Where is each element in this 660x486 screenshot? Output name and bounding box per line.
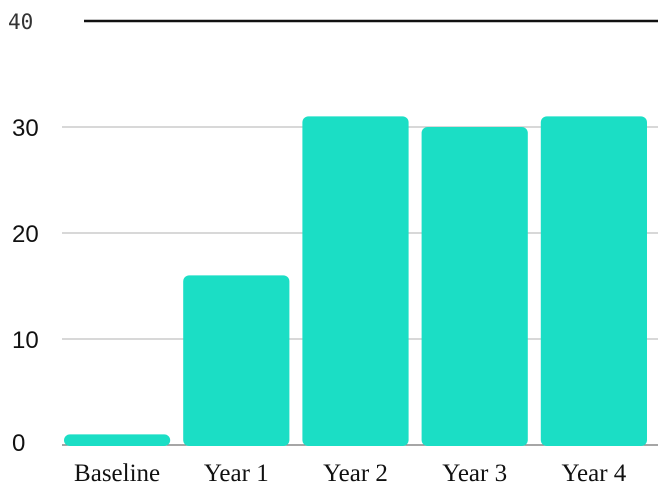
x-tick-label: Year 1 [204,460,269,486]
bar [64,434,171,446]
y-tick-label: 30 [12,115,39,142]
bar [302,116,409,447]
y-tick-label: 40 [8,10,33,34]
bar [421,127,528,446]
x-tick-label: Baseline [74,460,160,486]
bar [183,275,290,446]
bars [64,116,647,447]
bar [540,116,647,447]
y-tick-label: 0 [12,430,25,457]
y-tick-label: 10 [12,327,39,354]
x-tick-label: Year 3 [442,460,507,486]
x-tick-label: Year 2 [323,460,388,486]
y-tick-label: 20 [12,221,39,248]
x-tick-label: Year 4 [561,460,626,486]
y-axis-ticks: 0 10 20 30 40 [8,10,39,457]
x-axis-ticks: Baseline Year 1 Year 2 Year 3 Year 4 [74,460,627,486]
